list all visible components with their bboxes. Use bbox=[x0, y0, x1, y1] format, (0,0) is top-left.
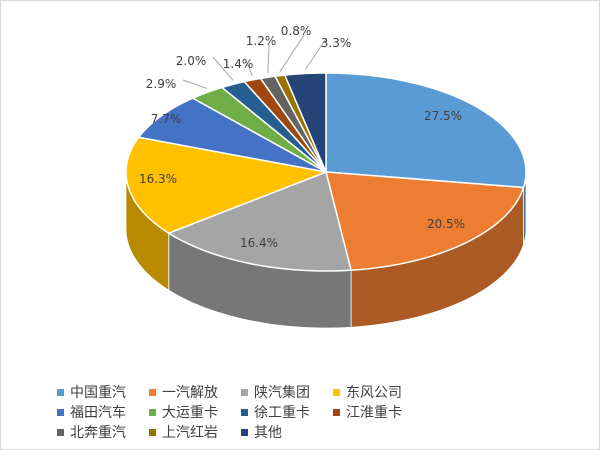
legend-label: 徐工重卡 bbox=[254, 405, 310, 421]
legend-label: 大运重卡 bbox=[162, 405, 218, 421]
leader-line-9 bbox=[279, 34, 305, 72]
legend-swatch bbox=[149, 428, 156, 436]
data-label-8: 1.2% bbox=[246, 34, 277, 48]
data-label-4: 7.7% bbox=[151, 112, 182, 126]
leader-line-8 bbox=[267, 44, 270, 74]
leader-line-10 bbox=[304, 38, 327, 70]
data-label-3: 16.3% bbox=[139, 172, 177, 186]
legend-label: 北奔重汽 bbox=[70, 425, 126, 441]
legend-label: 福田汽车 bbox=[70, 405, 126, 421]
legend-item: 一汽解放 bbox=[149, 382, 218, 402]
legend-swatch bbox=[149, 388, 156, 396]
legend-label: 江淮重卡 bbox=[346, 405, 402, 421]
legend-label: 其他 bbox=[254, 425, 282, 441]
leader-line-7 bbox=[245, 59, 253, 77]
legend-label: 陕汽集团 bbox=[254, 385, 310, 401]
pie-slice-0 bbox=[325, 72, 527, 189]
pie-slice-5 bbox=[191, 86, 327, 173]
pie-slice-10 bbox=[283, 72, 327, 173]
legend-swatch bbox=[241, 408, 248, 416]
leader-line-6 bbox=[212, 56, 234, 81]
legend-label: 东风公司 bbox=[346, 385, 402, 401]
legend-swatch bbox=[57, 388, 64, 396]
legend-item: 上汽红岩 bbox=[149, 422, 218, 442]
data-label-6: 2.0% bbox=[176, 54, 207, 68]
pie-slice-2 bbox=[167, 170, 353, 272]
legend-item: 北奔重汽 bbox=[57, 422, 126, 442]
legend-item: 江淮重卡 bbox=[333, 402, 402, 422]
pie-slice-4 bbox=[137, 97, 327, 173]
legend-item: 大运重卡 bbox=[149, 402, 218, 422]
data-label-9: 0.8% bbox=[281, 24, 312, 38]
data-label-1: 20.5% bbox=[427, 217, 465, 231]
legend-label: 中国重汽 bbox=[70, 385, 126, 401]
data-label-0: 27.5% bbox=[424, 109, 462, 123]
legend-item: 东风公司 bbox=[333, 382, 402, 402]
legend-swatch bbox=[57, 408, 64, 416]
legend-label: 上汽红岩 bbox=[162, 425, 218, 441]
legend-swatch bbox=[57, 428, 64, 436]
legend-swatch bbox=[149, 408, 156, 416]
legend-label: 一汽解放 bbox=[162, 385, 218, 401]
data-label-7: 1.4% bbox=[223, 57, 254, 71]
pie-slice-1 bbox=[325, 171, 525, 272]
legend-item: 徐工重卡 bbox=[241, 402, 310, 422]
legend-swatch bbox=[333, 408, 340, 416]
legend-swatch bbox=[241, 388, 248, 396]
leader-line-5 bbox=[182, 79, 208, 89]
legend-item: 陕汽集团 bbox=[241, 382, 310, 402]
legend-item: 福田汽车 bbox=[57, 402, 126, 422]
legend-swatch bbox=[333, 388, 340, 396]
data-label-5: 2.9% bbox=[146, 77, 177, 91]
legend-swatch bbox=[241, 428, 248, 436]
legend-item: 中国重汽 bbox=[57, 382, 126, 402]
legend-item: 其他 bbox=[241, 422, 282, 442]
pie-slice-6 bbox=[220, 80, 327, 173]
pie-slice-3 bbox=[125, 136, 329, 235]
data-label-2: 16.4% bbox=[240, 236, 278, 250]
data-label-10: 3.3% bbox=[321, 36, 352, 50]
